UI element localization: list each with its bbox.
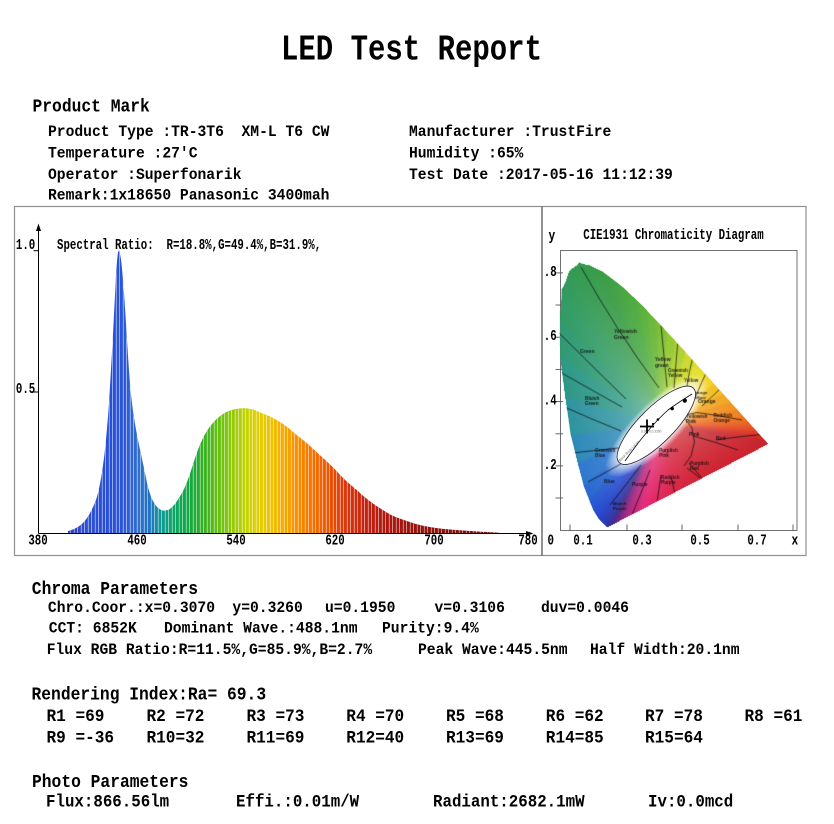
svg-text:R7 =78: R7 =78 [645,708,703,728]
svg-text:v=0.3106: v=0.3106 [435,598,505,617]
svg-text:Spectral Ratio: R=18.8%,G=49.: Spectral Ratio: R=18.8%,G=49.4%,B=31.9%, [57,236,321,253]
svg-text:R11=69: R11=69 [247,729,305,749]
svg-text:0.5: 0.5 [16,380,36,397]
svg-text:Peak Wave:445.5nm: Peak Wave:445.5nm [418,640,568,659]
svg-text:duv=0.0046: duv=0.0046 [541,598,629,617]
svg-text:R13=69: R13=69 [446,729,504,749]
svg-text:460: 460 [127,532,147,549]
svg-text:R9 =-36: R9 =-36 [47,729,115,749]
svg-text:Test Date :2017-05-16 11:12:39: Test Date :2017-05-16 11:12:39 [409,165,673,184]
svg-text:R1 =69: R1 =69 [47,708,105,728]
svg-text:Flux:866.56lm: Flux:866.56lm [46,792,169,812]
svg-text:R3 =73: R3 =73 [247,708,305,728]
svg-text:R5 =68: R5 =68 [446,708,504,728]
svg-text:LED Test Report: LED Test Report [281,30,542,71]
svg-text:0.3070,0.3260: 0.3070,0.3260 [641,430,662,434]
svg-text:Purity:9.4%: Purity:9.4% [382,619,479,638]
svg-text:Manufacturer :TrustFire: Manufacturer :TrustFire [409,122,611,141]
svg-text:R14=85: R14=85 [546,729,604,749]
svg-text:R15=64: R15=64 [645,729,703,749]
svg-text:Half Width:20.1nm: Half Width:20.1nm [590,640,740,659]
svg-text:Humidity :65%: Humidity :65% [409,144,524,163]
svg-text:x: x [792,532,799,549]
svg-text:Remark:1x18650 Panasonic 3400m: Remark:1x18650 Panasonic 3400mah [48,186,329,205]
svg-text:R8 =61: R8 =61 [745,708,803,728]
svg-text:Product Type :TR-3T6 XM-L T6: Product Type :TR-3T6 XM-L T6 CW [48,122,330,141]
svg-text:380: 380 [28,532,48,549]
svg-text:R6 =62: R6 =62 [546,708,604,728]
svg-text:Temperature :27'C: Temperature :27'C [48,144,198,163]
svg-text:Iv:0.0mcd: Iv:0.0mcd [648,792,733,812]
svg-text:Rendering Index:Ra= 69.3: Rendering Index:Ra= 69.3 [32,685,267,706]
svg-text:R2 =72: R2 =72 [147,708,205,728]
svg-text:0: 0 [548,532,555,549]
svg-text:620: 620 [325,532,345,549]
svg-text:Flux RGB Ratio:R=11.5%,G=85.9%: Flux RGB Ratio:R=11.5%,G=85.9%,B=2.7% [47,640,373,659]
svg-text:Chro.Coor.:x=0.3070: Chro.Coor.:x=0.3070 [48,598,215,617]
svg-text:780: 780 [518,532,538,549]
svg-text:700: 700 [424,532,444,549]
svg-text:u=0.1950: u=0.1950 [325,598,395,617]
svg-text:Radiant:2682.1mW: Radiant:2682.1mW [433,792,585,812]
svg-text:R4 =70: R4 =70 [346,708,404,728]
svg-text:Operator :Superfonarik: Operator :Superfonarik [48,165,242,184]
svg-text:Effi.:0.01m/W: Effi.:0.01m/W [236,792,359,812]
svg-text:CIE1931 Chromaticity Diagram: CIE1931 Chromaticity Diagram [583,227,764,244]
svg-text:y=0.3260: y=0.3260 [232,598,302,617]
svg-text:1.0: 1.0 [16,236,36,253]
svg-text:Photo Parameters: Photo Parameters [32,772,188,793]
svg-text:R10=32: R10=32 [147,729,205,749]
svg-text:Product Mark: Product Mark [33,97,151,118]
svg-text:Dominant Wave.:488.1nm: Dominant Wave.:488.1nm [164,619,358,638]
svg-text:540: 540 [226,532,246,549]
svg-text:CCT: 6852K: CCT: 6852K [49,619,138,638]
svg-text:Chroma Parameters: Chroma Parameters [32,579,198,600]
svg-text:R12=40: R12=40 [346,729,404,749]
svg-text:y: y [549,228,556,245]
